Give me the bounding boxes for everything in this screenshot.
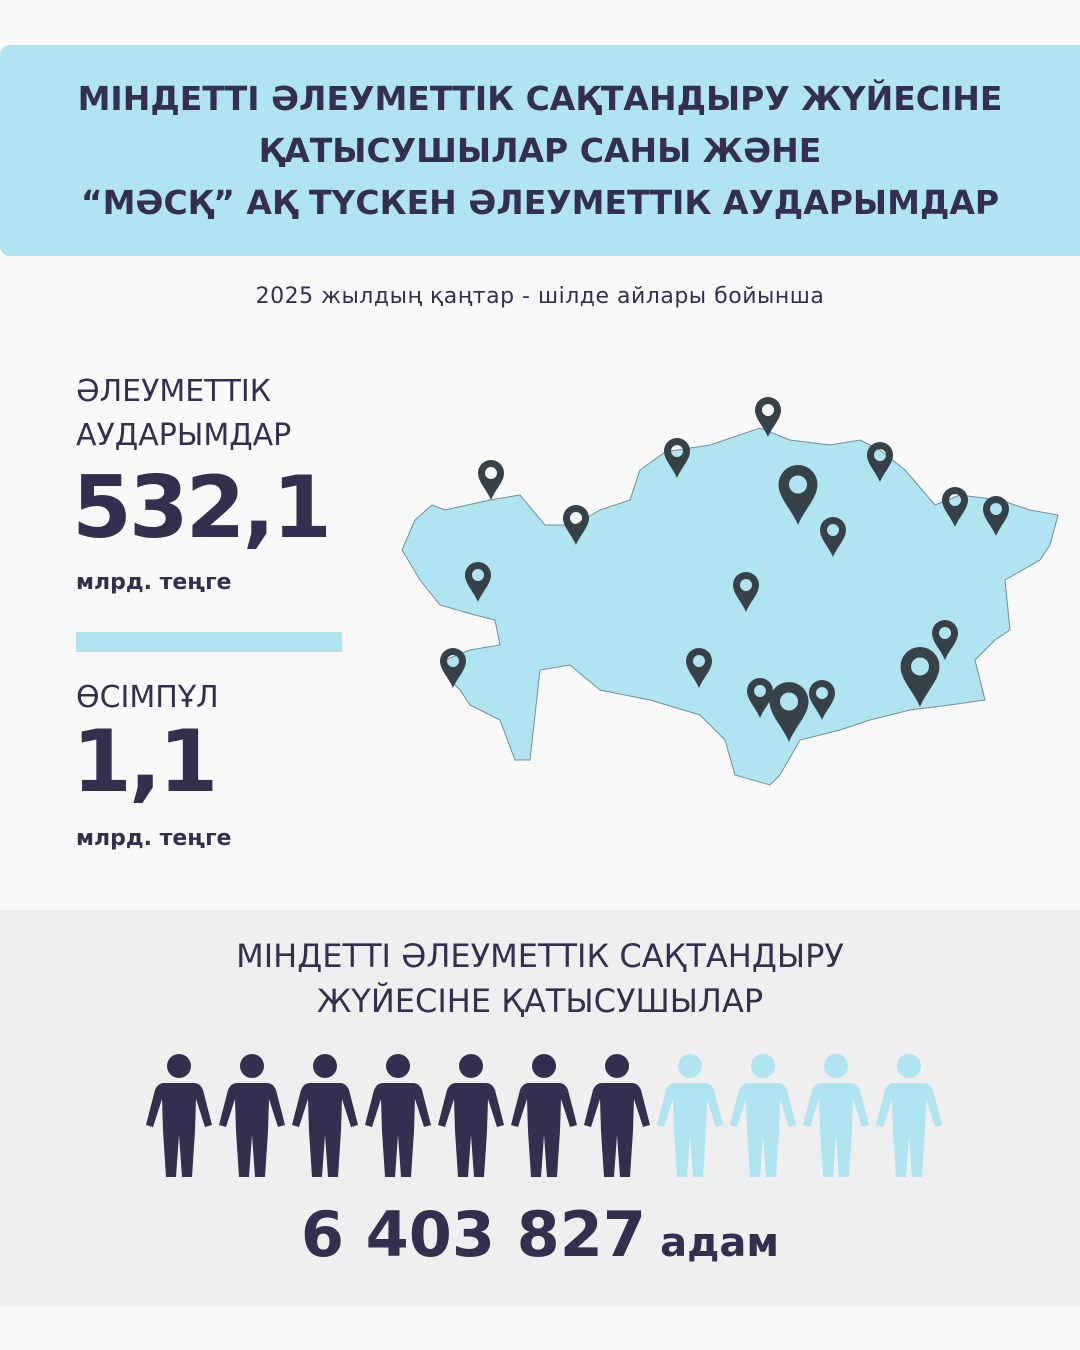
transfers-label: АУДАРЫМДАР [76,418,292,453]
person-icon [730,1054,796,1177]
transfers-unit: млрд. теңге [76,570,232,595]
map-pin-icon [900,647,940,707]
kazakhstan-map [401,397,1059,786]
subtitle: 2025 жылдың қаңтар - шілде айлары бойынш… [255,284,825,309]
person-icon [876,1054,942,1177]
map-pin-icon [563,505,589,545]
participants-count: 6 403 827 [300,1198,647,1271]
person-icon [657,1054,723,1177]
person-icon [219,1054,285,1177]
map-pin-icon [733,572,759,612]
map-pin-icon [942,487,968,527]
map-pin-icon [867,442,893,482]
participants-title-line: ЖҮЙЕСІНЕ ҚАТЫСУШЫЛАР [316,982,764,1020]
map-pin-icon [686,648,712,688]
map-pin-icon [478,460,504,500]
title-line: ҚАТЫСУШЫЛАР САНЫ ЖӘНЕ [258,130,822,170]
growth-unit: млрд. теңге [76,826,232,851]
map-pin-icon [755,397,781,437]
map-pin-icon [983,496,1009,536]
title-line: “МӘСҚ” АҚ ТҮСКЕН ӘЛЕУМЕТТІК АУДАРЫМДАР [80,182,1000,222]
growth-label: ӨСІМПҰЛ [76,680,219,715]
map-pin-icon [809,680,835,720]
title-banner: МІНДЕТТІ ӘЛЕУМЕТТІК САҚТАНДЫРУ ЖҮЙЕСІНЕ … [0,45,1080,256]
map-pin-icon [778,465,818,525]
map-pin-icon [465,562,491,602]
person-icon [438,1054,504,1177]
map-pin-icon [769,682,809,742]
transfers-label: ӘЛЕУМЕТТІК [76,374,272,409]
participants-total: 6 403 827 адам [0,1198,1080,1271]
map-pin-icon [932,620,958,660]
person-icon [584,1054,650,1177]
map-pin-icon [440,648,466,688]
participants-title: МІНДЕТТІ ӘЛЕУМЕТТІК САҚТАНДЫРУ ЖҮЙЕСІНЕ … [0,934,1080,1024]
person-icon [365,1054,431,1177]
growth-value: 1,1 [72,712,218,812]
map-pin-icon [820,517,846,557]
divider [76,632,342,652]
person-icon [803,1054,869,1177]
map-pin-icon [664,438,690,478]
participants-unit: адам [660,1220,780,1266]
people-icons [146,1053,942,1179]
map-pin-icon [747,678,773,718]
title-line: МІНДЕТТІ ӘЛЕУМЕТТІК САҚТАНДЫРУ ЖҮЙЕСІНЕ [77,78,1003,118]
person-icon [292,1054,358,1177]
person-icon [511,1054,577,1177]
transfers-value: 532,1 [72,458,332,558]
participants-title-line: МІНДЕТТІ ӘЛЕУМЕТТІК САҚТАНДЫРУ [236,937,844,975]
person-icon [146,1054,212,1177]
